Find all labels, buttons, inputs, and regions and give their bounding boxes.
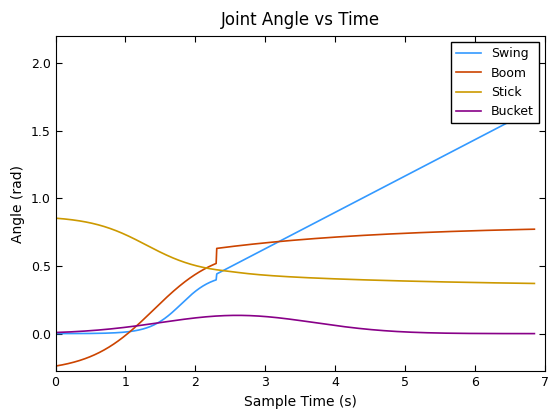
Stick [82,219,88,224]
Swing [464,141,471,146]
Swing [416,166,422,171]
Line: Boom: Boom [55,229,534,366]
Boom [330,235,337,240]
Boom [357,233,364,238]
Swing [343,204,349,209]
Stick [52,215,59,220]
Boom [82,356,88,361]
Line: Bucket: Bucket [55,315,534,333]
Swing [52,331,59,336]
Y-axis label: Angle (rad): Angle (rad) [11,165,25,243]
Bucket [358,326,365,331]
Stick [357,277,364,282]
Stick [531,281,538,286]
Title: Joint Angle vs Time: Joint Angle vs Time [221,11,380,29]
Line: Swing: Swing [55,109,534,333]
Swing [357,197,364,202]
Boom [531,227,538,232]
Boom [416,230,422,235]
Bucket [531,331,538,336]
Line: Stick: Stick [55,218,534,284]
Boom [52,364,59,369]
Boom [464,228,471,234]
Swing [531,106,538,111]
Legend: Swing, Boom, Stick, Bucket: Swing, Boom, Stick, Bucket [451,42,539,123]
Bucket [234,313,240,318]
Swing [330,210,337,215]
X-axis label: Sample Time (s): Sample Time (s) [244,395,357,409]
Stick [416,279,422,284]
Bucket [331,323,338,328]
Boom [343,234,349,239]
Bucket [416,330,423,335]
Stick [464,280,471,285]
Bucket [82,328,88,333]
Bucket [52,330,59,335]
Swing [82,331,88,336]
Stick [343,277,349,282]
Stick [330,276,337,281]
Bucket [465,331,472,336]
Bucket [343,325,350,330]
